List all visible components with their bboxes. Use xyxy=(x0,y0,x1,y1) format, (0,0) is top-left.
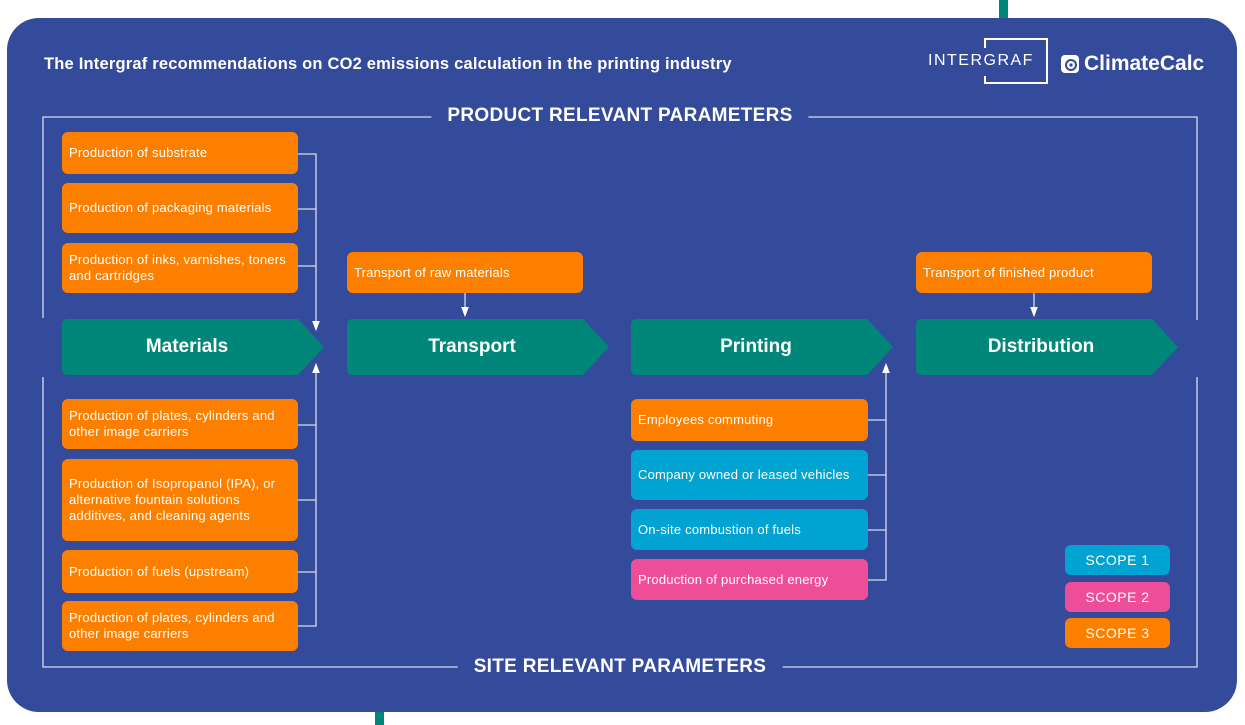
climatecalc-logo-text: ClimateCalc xyxy=(1084,52,1205,75)
section-product-relevant: PRODUCT RELEVANT PARAMETERS xyxy=(431,105,809,127)
stage-distribution: Distribution xyxy=(916,319,1178,375)
connector-stem-bottom xyxy=(375,710,384,725)
materials-site-item: Production of plates, cylinders and othe… xyxy=(62,399,298,449)
materials-site-item: Production of fuels (upstream) xyxy=(62,550,298,593)
legend-scope-2: SCOPE 2 xyxy=(1065,582,1170,612)
legend-scope-1: SCOPE 1 xyxy=(1065,545,1170,575)
stage-transport: Transport xyxy=(347,319,609,375)
climatecalc-icon xyxy=(1061,55,1079,73)
materials-product-item: Production of packaging materials xyxy=(62,183,298,233)
printing-site-item: Production of purchased energy xyxy=(631,559,868,600)
stage-label: Materials xyxy=(145,336,229,357)
climatecalc-logo: ClimateCalc xyxy=(1060,52,1204,76)
printing-site-item: Company owned or leased vehicles xyxy=(631,450,868,500)
materials-product-item: Production of inks, varnishes, toners an… xyxy=(62,243,298,293)
stage-label: Transport xyxy=(428,336,516,357)
printing-site-item: On-site combustion of fuels xyxy=(631,509,868,550)
stage-printing: Printing xyxy=(631,319,893,375)
materials-site-item: Production of Isopropanol (IPA), or alte… xyxy=(62,459,298,541)
intergraf-frame-icon xyxy=(984,38,1048,84)
intergraf-logo: INTERGRAF xyxy=(928,38,1048,84)
materials-product-item: Production of substrate xyxy=(62,132,298,174)
stage-label: Printing xyxy=(720,336,792,357)
stage-label: Distribution xyxy=(987,336,1095,357)
materials-site-item: Production of plates, cylinders and othe… xyxy=(62,601,298,651)
page-title: The Intergraf recommendations on CO2 emi… xyxy=(44,55,732,73)
distribution-product-item: Transport of finished product xyxy=(916,252,1152,293)
legend-scope-3: SCOPE 3 xyxy=(1065,618,1170,648)
intergraf-logo-text: INTERGRAF xyxy=(928,52,1034,69)
section-site-relevant: SITE RELEVANT PARAMETERS xyxy=(457,656,783,678)
printing-site-item: Employees commuting xyxy=(631,399,868,441)
stage-materials: Materials xyxy=(62,319,324,375)
transport-product-item: Transport of raw materials xyxy=(347,252,583,293)
connector-stem-top xyxy=(999,0,1008,20)
